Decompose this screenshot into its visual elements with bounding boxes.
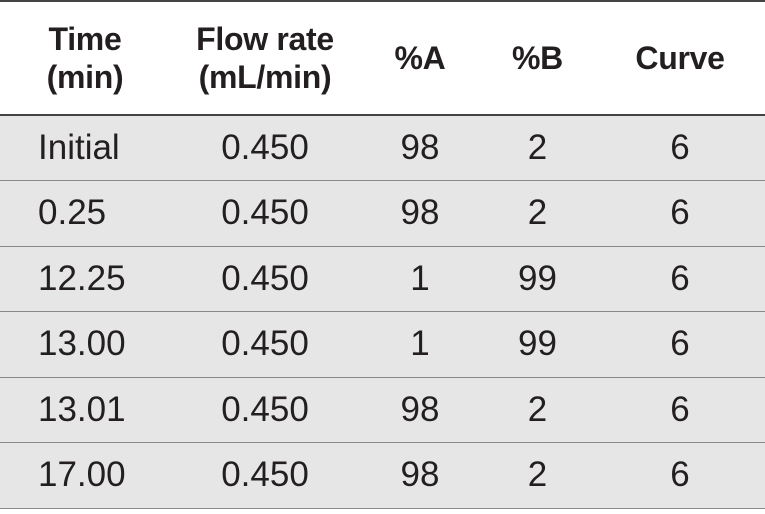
header-percent-b-label: %B (512, 40, 563, 76)
header-percent-b: %B (480, 1, 595, 115)
cell-percent-b: 2 (527, 455, 548, 495)
cell-percent-a: 98 (400, 455, 440, 495)
cell-flow-rate: 0.450 (221, 455, 309, 495)
header-flow-rate-label: Flow rate (196, 21, 334, 57)
header-row: Time (min) Flow rate (mL/min) %A %B Curv… (0, 1, 765, 115)
header-time-label: Time (48, 21, 122, 57)
cell-time: 13.00 (38, 324, 126, 364)
cell-flow-rate: 0.450 (221, 324, 309, 364)
table-header: Time (min) Flow rate (mL/min) %A %B Curv… (0, 1, 765, 115)
cell-percent-a: 98 (400, 193, 440, 233)
cell-curve: 6 (670, 128, 690, 167)
cell-time: 12.25 (38, 258, 126, 298)
header-time-unit: (min) (46, 59, 124, 95)
table-row: 13.01 0.450 98 2 6 (0, 377, 765, 443)
table-row: 12.25 0.450 1 99 6 (0, 246, 765, 312)
table-body: Initial 0.450 98 2 6 0.25 0.450 98 2 6 1… (0, 115, 765, 508)
cell-time: 17.00 (38, 455, 126, 495)
cell-percent-a: 98 (400, 389, 440, 429)
cell-flow-rate: 0.450 (221, 193, 309, 233)
cell-curve: 6 (670, 324, 690, 364)
cell-percent-b: 2 (527, 193, 548, 233)
cell-curve: 6 (670, 455, 690, 495)
header-flow-rate-unit: (mL/min) (198, 59, 332, 95)
cell-percent-a: 98 (400, 128, 440, 167)
cell-flow-rate: 0.450 (221, 389, 309, 429)
header-percent-a: %A (360, 1, 480, 115)
cell-percent-a: 1 (410, 324, 430, 364)
header-curve: Curve (595, 1, 765, 115)
cell-percent-b: 2 (527, 128, 548, 167)
header-curve-label: Curve (635, 40, 725, 76)
cell-percent-b: 2 (527, 389, 548, 429)
cell-time: 13.01 (38, 389, 126, 429)
cell-percent-b: 99 (518, 324, 557, 364)
cell-curve: 6 (670, 389, 690, 429)
header-time: Time (min) (0, 1, 170, 115)
header-percent-a-label: %A (394, 40, 446, 76)
cell-percent-b: 99 (518, 258, 557, 298)
table-row: 0.25 0.450 98 2 6 (0, 180, 765, 246)
cell-time: 0.25 (38, 193, 107, 233)
cell-curve: 6 (670, 258, 690, 298)
table-row: 17.00 0.450 98 2 6 (0, 442, 765, 508)
table-row: Initial 0.450 98 2 6 (0, 115, 765, 181)
cell-percent-a: 1 (410, 258, 430, 298)
table-row: 13.00 0.450 1 99 6 (0, 311, 765, 377)
cell-time: Initial (38, 128, 120, 167)
header-flow-rate: Flow rate (mL/min) (170, 1, 360, 115)
cell-flow-rate: 0.450 (221, 128, 309, 167)
cell-curve: 6 (670, 193, 690, 233)
cell-flow-rate: 0.450 (221, 258, 309, 298)
